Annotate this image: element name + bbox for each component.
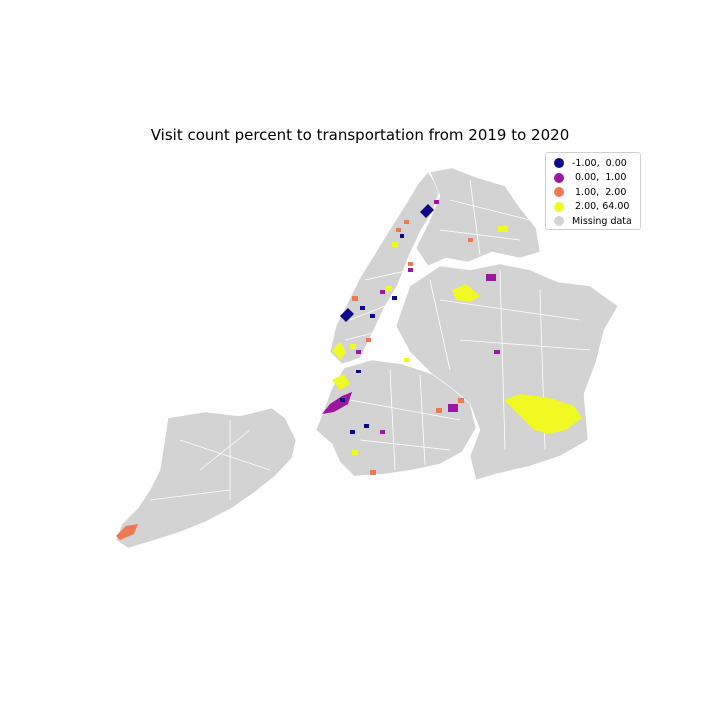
legend-label: 1.00, 2.00 <box>572 186 627 198</box>
legend-swatch <box>554 201 564 212</box>
region-midtown-west <box>340 308 354 322</box>
map-legend: -1.00, 0.00 0.00, 1.00 1.00, 2.00 2.00, … <box>545 152 641 230</box>
manhattan-shape <box>329 171 441 365</box>
legend-label: 2.00, 64.00 <box>572 201 630 213</box>
region-tottenville <box>116 524 138 540</box>
legend-item: Missing data <box>550 214 636 229</box>
bronx-shape <box>415 167 541 267</box>
legend-label: Missing data <box>572 215 632 227</box>
brooklyn-shape <box>315 359 477 477</box>
legend-label: -1.00, 0.00 <box>572 157 627 169</box>
region-jfk-airport <box>504 394 582 434</box>
legend-item: 2.00, 64.00 <box>550 200 636 215</box>
legend-item: -1.00, 0.00 <box>550 156 636 171</box>
legend-label: 0.00, 1.00 <box>572 172 627 184</box>
legend-swatch <box>554 187 564 198</box>
region-upper-manhattan <box>420 204 434 218</box>
staten-island-shape <box>115 407 297 549</box>
category-0-1 <box>322 200 500 434</box>
legend-item: 0.00, 1.00 <box>550 171 636 186</box>
legend-swatch <box>554 158 564 169</box>
region-red-hook <box>332 374 350 390</box>
region-battery <box>332 342 346 360</box>
category-1-2 <box>116 220 473 540</box>
category-2-64 <box>332 226 582 455</box>
legend-swatch <box>554 216 564 227</box>
legend-item: 1.00, 2.00 <box>550 185 636 200</box>
legend-swatch <box>554 172 564 183</box>
borough-shapes <box>115 167 619 549</box>
region-laguardia <box>452 284 480 302</box>
internal-boundaries <box>149 179 591 501</box>
map-title: Visit count percent to transportation fr… <box>150 126 570 144</box>
region-sunset-park <box>322 392 352 414</box>
category-neg1-0 <box>340 204 434 434</box>
